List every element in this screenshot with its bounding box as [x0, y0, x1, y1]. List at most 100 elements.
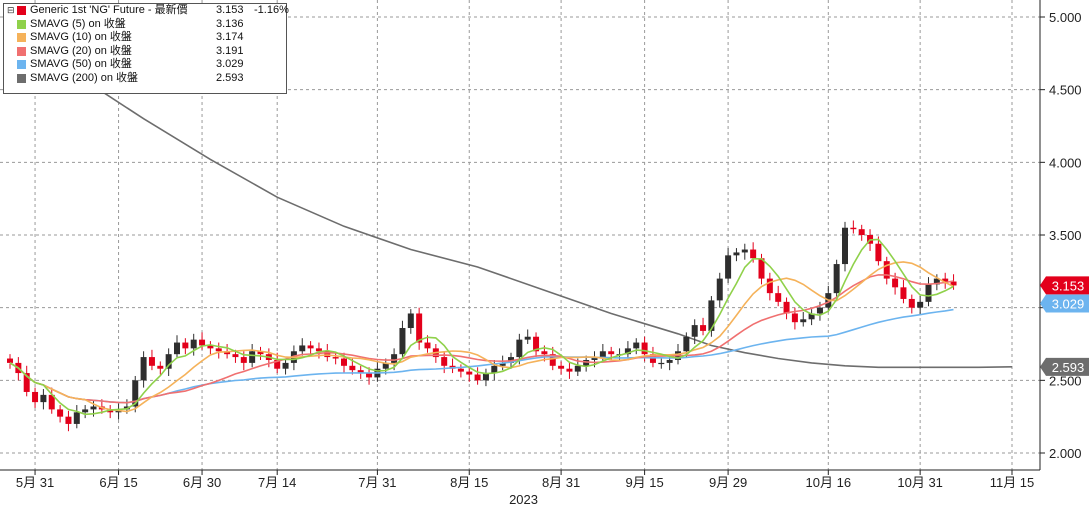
candle-body	[240, 357, 247, 363]
candle	[633, 338, 640, 355]
candle-body	[683, 336, 690, 352]
legend-item-sma10[interactable]: SMAVG (10) on 收盤 3.174	[4, 31, 286, 45]
candle	[716, 272, 723, 308]
y-tick-label: 3.500	[1049, 228, 1082, 243]
y-tick-label: 5.000	[1049, 10, 1082, 25]
candle-body	[733, 252, 740, 256]
legend-label: SMAVG (5) on 收盤	[30, 17, 126, 30]
candle	[566, 362, 573, 379]
candle-body	[800, 319, 807, 323]
candle	[800, 312, 807, 327]
candle-body	[791, 313, 798, 323]
x-tick-label: 11月 15	[990, 475, 1035, 490]
collapse-icon[interactable]: ⊟	[7, 5, 15, 15]
candle-body	[182, 342, 189, 349]
candle-body	[566, 368, 573, 372]
legend-swatch	[17, 46, 26, 56]
sma-layer	[9, 238, 954, 416]
candle-body	[741, 249, 748, 253]
candle-body	[82, 409, 89, 413]
candle	[7, 354, 13, 369]
candle-body	[917, 301, 924, 308]
last-value-box	[1040, 357, 1089, 376]
last-value-text: 2.593	[1052, 360, 1085, 375]
candle-body	[524, 336, 531, 340]
x-tick-label: 10月 31	[897, 475, 943, 490]
candle	[482, 368, 489, 387]
y-tick-label: 4.500	[1049, 83, 1082, 98]
last-value-text: 3.029	[1052, 296, 1085, 311]
sma200-line	[9, 27, 1013, 369]
candle	[140, 351, 147, 388]
legend-swatch	[17, 33, 26, 42]
candle	[23, 365, 30, 397]
candle-body	[274, 359, 281, 369]
candle-body	[549, 354, 556, 366]
candle-body	[766, 278, 773, 294]
candle-body	[399, 328, 406, 355]
x-tick-label: 8月 31	[542, 475, 580, 490]
sma200-layer	[9, 27, 1013, 369]
candle-body	[307, 345, 314, 349]
candle	[558, 361, 565, 375]
candle-body	[441, 357, 448, 366]
candle	[182, 338, 189, 355]
candle-body	[499, 362, 506, 366]
candle	[449, 358, 456, 374]
last-value-labels: 3.153 3.029 2.593	[1040, 276, 1089, 376]
candle-body	[474, 374, 481, 381]
candle-body	[341, 358, 347, 366]
x-year-label: 2023	[509, 492, 538, 507]
candle-body	[407, 313, 414, 329]
candle	[783, 297, 790, 320]
candle-body	[574, 365, 581, 372]
candle	[382, 358, 389, 375]
candle-body	[608, 351, 615, 355]
y-tick-label: 2.500	[1049, 373, 1082, 388]
legend-value: 3.191	[216, 44, 244, 57]
legend-item-sma50[interactable]: SMAVG (50) on 收盤 3.029	[4, 58, 286, 72]
candle	[925, 277, 932, 307]
candle-body	[508, 357, 514, 363]
candle-body	[900, 287, 907, 299]
candle-body	[249, 351, 256, 363]
legend-value: 2.593	[216, 71, 244, 84]
candle-body	[416, 313, 423, 343]
legend-item-sma200[interactable]: SMAVG (200) on 收盤 2.593	[4, 72, 286, 86]
candle	[57, 405, 64, 423]
candle	[466, 365, 473, 382]
legend[interactable]: ⊟ Generic 1st 'NG' Future - 最新價 3.153 -1…	[3, 3, 289, 94]
y-tick-label: 4.000	[1049, 155, 1082, 170]
candle	[73, 405, 80, 429]
candle	[900, 280, 907, 304]
legend-label: Generic 1st 'NG' Future - 最新價	[30, 4, 188, 16]
candle-body	[708, 300, 715, 331]
candle-body	[424, 342, 431, 349]
candle-body	[165, 354, 172, 369]
candle	[366, 367, 373, 385]
candle	[850, 220, 857, 234]
candle-body	[850, 227, 857, 230]
legend-item-sma5[interactable]: SMAVG (5) on 收盤 3.136	[4, 18, 286, 32]
candle	[215, 342, 222, 359]
candle-body	[942, 278, 949, 282]
candle	[32, 387, 39, 408]
candle-body	[783, 301, 790, 314]
candle-body	[107, 409, 114, 413]
legend-item-price[interactable]: ⊟ Generic 1st 'NG' Future - 最新價 3.153 -1…	[4, 4, 289, 18]
x-tick-label: 7月 31	[358, 475, 396, 490]
candle-body	[174, 342, 180, 355]
candle	[207, 341, 214, 355]
candle-body	[332, 357, 339, 359]
legend-item-sma20[interactable]: SMAVG (20) on 收盤 3.191	[4, 45, 286, 59]
candle	[115, 403, 122, 420]
sma10-line	[9, 261, 954, 413]
candle-body	[65, 416, 72, 424]
candle-body	[199, 339, 206, 346]
candle-body	[750, 249, 757, 259]
candle	[157, 361, 164, 375]
candle	[766, 272, 773, 301]
legend-label: SMAVG (200) on 收盤	[30, 71, 138, 84]
candle-body	[315, 348, 322, 352]
